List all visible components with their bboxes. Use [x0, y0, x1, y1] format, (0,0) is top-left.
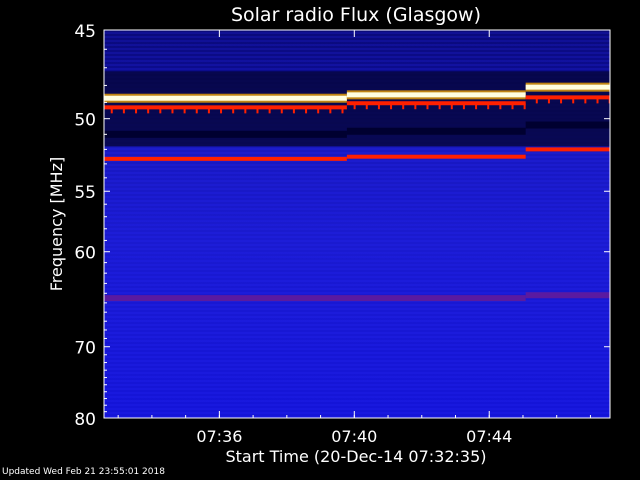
- band-layer: [104, 71, 610, 302]
- interference-spike: [572, 97, 575, 104]
- interference-spike: [280, 107, 283, 114]
- interference-spike: [135, 107, 138, 114]
- interference-spike: [499, 103, 502, 110]
- interference-spike: [353, 103, 356, 110]
- x-tick-label: 07:44: [466, 427, 512, 446]
- interference-spike: [608, 97, 610, 104]
- band-3-segment-1: [346, 154, 526, 159]
- interference-spike: [523, 103, 526, 110]
- interference-spike: [584, 97, 587, 104]
- interference-spike: [475, 103, 478, 110]
- update-timestamp: Updated Wed Feb 21 23:55:01 2018: [2, 467, 165, 477]
- interference-spike: [171, 107, 174, 114]
- interference-spike: [256, 107, 259, 114]
- interference-spike: [547, 97, 550, 104]
- band-2-segment-1: [346, 127, 526, 135]
- interference-spike: [377, 103, 380, 110]
- interference-spike: [535, 97, 538, 104]
- interference-spike: [292, 107, 295, 114]
- y-axis: 45 50 55 60 70 80: [74, 22, 610, 430]
- band-1-segment-0: [104, 105, 347, 110]
- interference-spike: [147, 107, 150, 114]
- interference-spike: [341, 107, 344, 114]
- interference-spike: [122, 107, 125, 114]
- band-1-segment-1: [346, 101, 526, 106]
- interference-spike: [390, 103, 393, 110]
- interference-spike: [220, 107, 223, 114]
- interference-spike: [159, 107, 162, 114]
- interference-spike: [317, 107, 320, 114]
- interference-spike: [195, 107, 198, 114]
- chart-title: Solar radio Flux (Glasgow): [231, 4, 481, 26]
- x-axis: 07:36 07:40 07:44: [117, 30, 591, 446]
- band-0-segment-1: [346, 92, 526, 98]
- band-4-segment-1: [525, 292, 610, 299]
- band-3-segment-2: [525, 147, 610, 152]
- interference-spike: [232, 107, 235, 114]
- band-2-segment-0: [104, 130, 347, 138]
- interference-spike: [414, 103, 417, 110]
- band-2-segment-2: [525, 121, 610, 129]
- interference-spike: [402, 103, 405, 110]
- y-tick-label: 80: [74, 410, 96, 430]
- interference-spike: [462, 103, 465, 110]
- y-tick-label: 70: [74, 339, 96, 359]
- band-0-segment-2: [525, 84, 610, 90]
- interference-spike: [560, 97, 563, 104]
- interference-spike: [305, 107, 308, 114]
- interference-spike: [183, 107, 186, 114]
- interference-spike: [365, 103, 368, 110]
- interference-spike: [329, 107, 332, 114]
- x-tick-label: 07:40: [331, 427, 377, 446]
- interference-spike: [596, 97, 599, 104]
- interference-spike: [207, 107, 210, 114]
- y-axis-label: Frequency [MHz]: [47, 157, 66, 291]
- interference-spike: [438, 103, 441, 110]
- plot-frame: [103, 29, 611, 419]
- band-0-segment-0: [104, 95, 347, 101]
- interference-spike: [450, 103, 453, 110]
- interference-spike: [268, 107, 271, 114]
- y-tick-label: 60: [74, 244, 96, 264]
- x-tick-label: 07:36: [196, 427, 242, 446]
- band-3-segment-0: [104, 156, 347, 161]
- x-axis-label: Start Time (20-Dec-14 07:32:35): [225, 447, 486, 466]
- interference-spike: [511, 103, 514, 110]
- band-1-segment-2: [525, 95, 610, 100]
- interference-spike: [244, 107, 247, 114]
- y-tick-label: 55: [74, 183, 96, 203]
- y-tick-label: 45: [74, 22, 96, 42]
- y-tick-label: 50: [74, 111, 96, 131]
- interference-spike: [426, 103, 429, 110]
- interference-spike: [110, 107, 113, 114]
- band-4-segment-0: [104, 295, 526, 302]
- interference-spike: [487, 103, 490, 110]
